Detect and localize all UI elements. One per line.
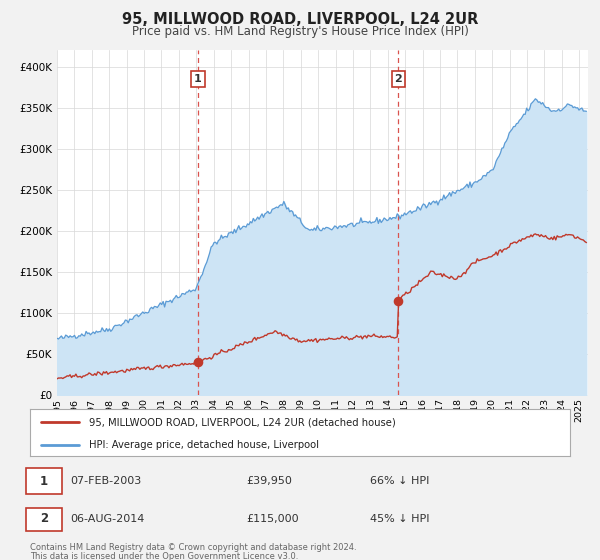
Point	[193, 358, 203, 367]
Text: 45% ↓ HPI: 45% ↓ HPI	[370, 514, 430, 524]
Text: 1: 1	[194, 74, 202, 84]
FancyBboxPatch shape	[26, 508, 62, 531]
Text: 2: 2	[394, 74, 402, 84]
Text: 95, MILLWOOD ROAD, LIVERPOOL, L24 2UR (detached house): 95, MILLWOOD ROAD, LIVERPOOL, L24 2UR (d…	[89, 417, 396, 427]
Text: HPI: Average price, detached house, Liverpool: HPI: Average price, detached house, Live…	[89, 440, 319, 450]
Text: 66% ↓ HPI: 66% ↓ HPI	[370, 476, 430, 486]
Text: Price paid vs. HM Land Registry's House Price Index (HPI): Price paid vs. HM Land Registry's House …	[131, 25, 469, 38]
FancyBboxPatch shape	[26, 468, 62, 494]
Text: This data is licensed under the Open Government Licence v3.0.: This data is licensed under the Open Gov…	[30, 552, 298, 560]
Text: 95, MILLWOOD ROAD, LIVERPOOL, L24 2UR: 95, MILLWOOD ROAD, LIVERPOOL, L24 2UR	[122, 12, 478, 27]
Text: Contains HM Land Registry data © Crown copyright and database right 2024.: Contains HM Land Registry data © Crown c…	[30, 543, 356, 552]
Text: 2: 2	[40, 512, 48, 525]
Point	[394, 296, 403, 305]
Text: 1: 1	[40, 474, 48, 488]
Text: £39,950: £39,950	[246, 476, 292, 486]
Text: 07-FEB-2003: 07-FEB-2003	[71, 476, 142, 486]
Text: £115,000: £115,000	[246, 514, 299, 524]
Text: 06-AUG-2014: 06-AUG-2014	[71, 514, 145, 524]
